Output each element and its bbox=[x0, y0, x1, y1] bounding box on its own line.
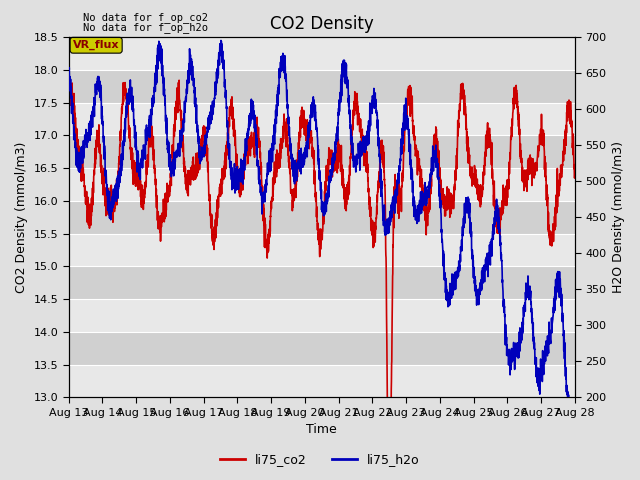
Bar bbox=[68, 332, 575, 364]
Bar bbox=[68, 234, 575, 266]
X-axis label: Time: Time bbox=[307, 423, 337, 436]
Bar bbox=[68, 70, 575, 103]
Text: No data for f_op_h2o: No data for f_op_h2o bbox=[83, 22, 208, 33]
Y-axis label: H2O Density (mmol/m3): H2O Density (mmol/m3) bbox=[612, 141, 625, 293]
Bar bbox=[68, 103, 575, 135]
Legend: li75_co2, li75_h2o: li75_co2, li75_h2o bbox=[215, 448, 425, 471]
Y-axis label: CO2 Density (mmol/m3): CO2 Density (mmol/m3) bbox=[15, 142, 28, 293]
Bar bbox=[68, 37, 575, 70]
Bar bbox=[68, 135, 575, 168]
Bar bbox=[68, 168, 575, 201]
Title: CO2 Density: CO2 Density bbox=[270, 15, 374, 33]
Bar bbox=[68, 299, 575, 332]
Bar bbox=[68, 266, 575, 299]
Bar bbox=[68, 364, 575, 397]
Text: VR_flux: VR_flux bbox=[73, 40, 120, 50]
Bar bbox=[68, 201, 575, 234]
Text: No data for f_op_co2: No data for f_op_co2 bbox=[83, 12, 208, 23]
